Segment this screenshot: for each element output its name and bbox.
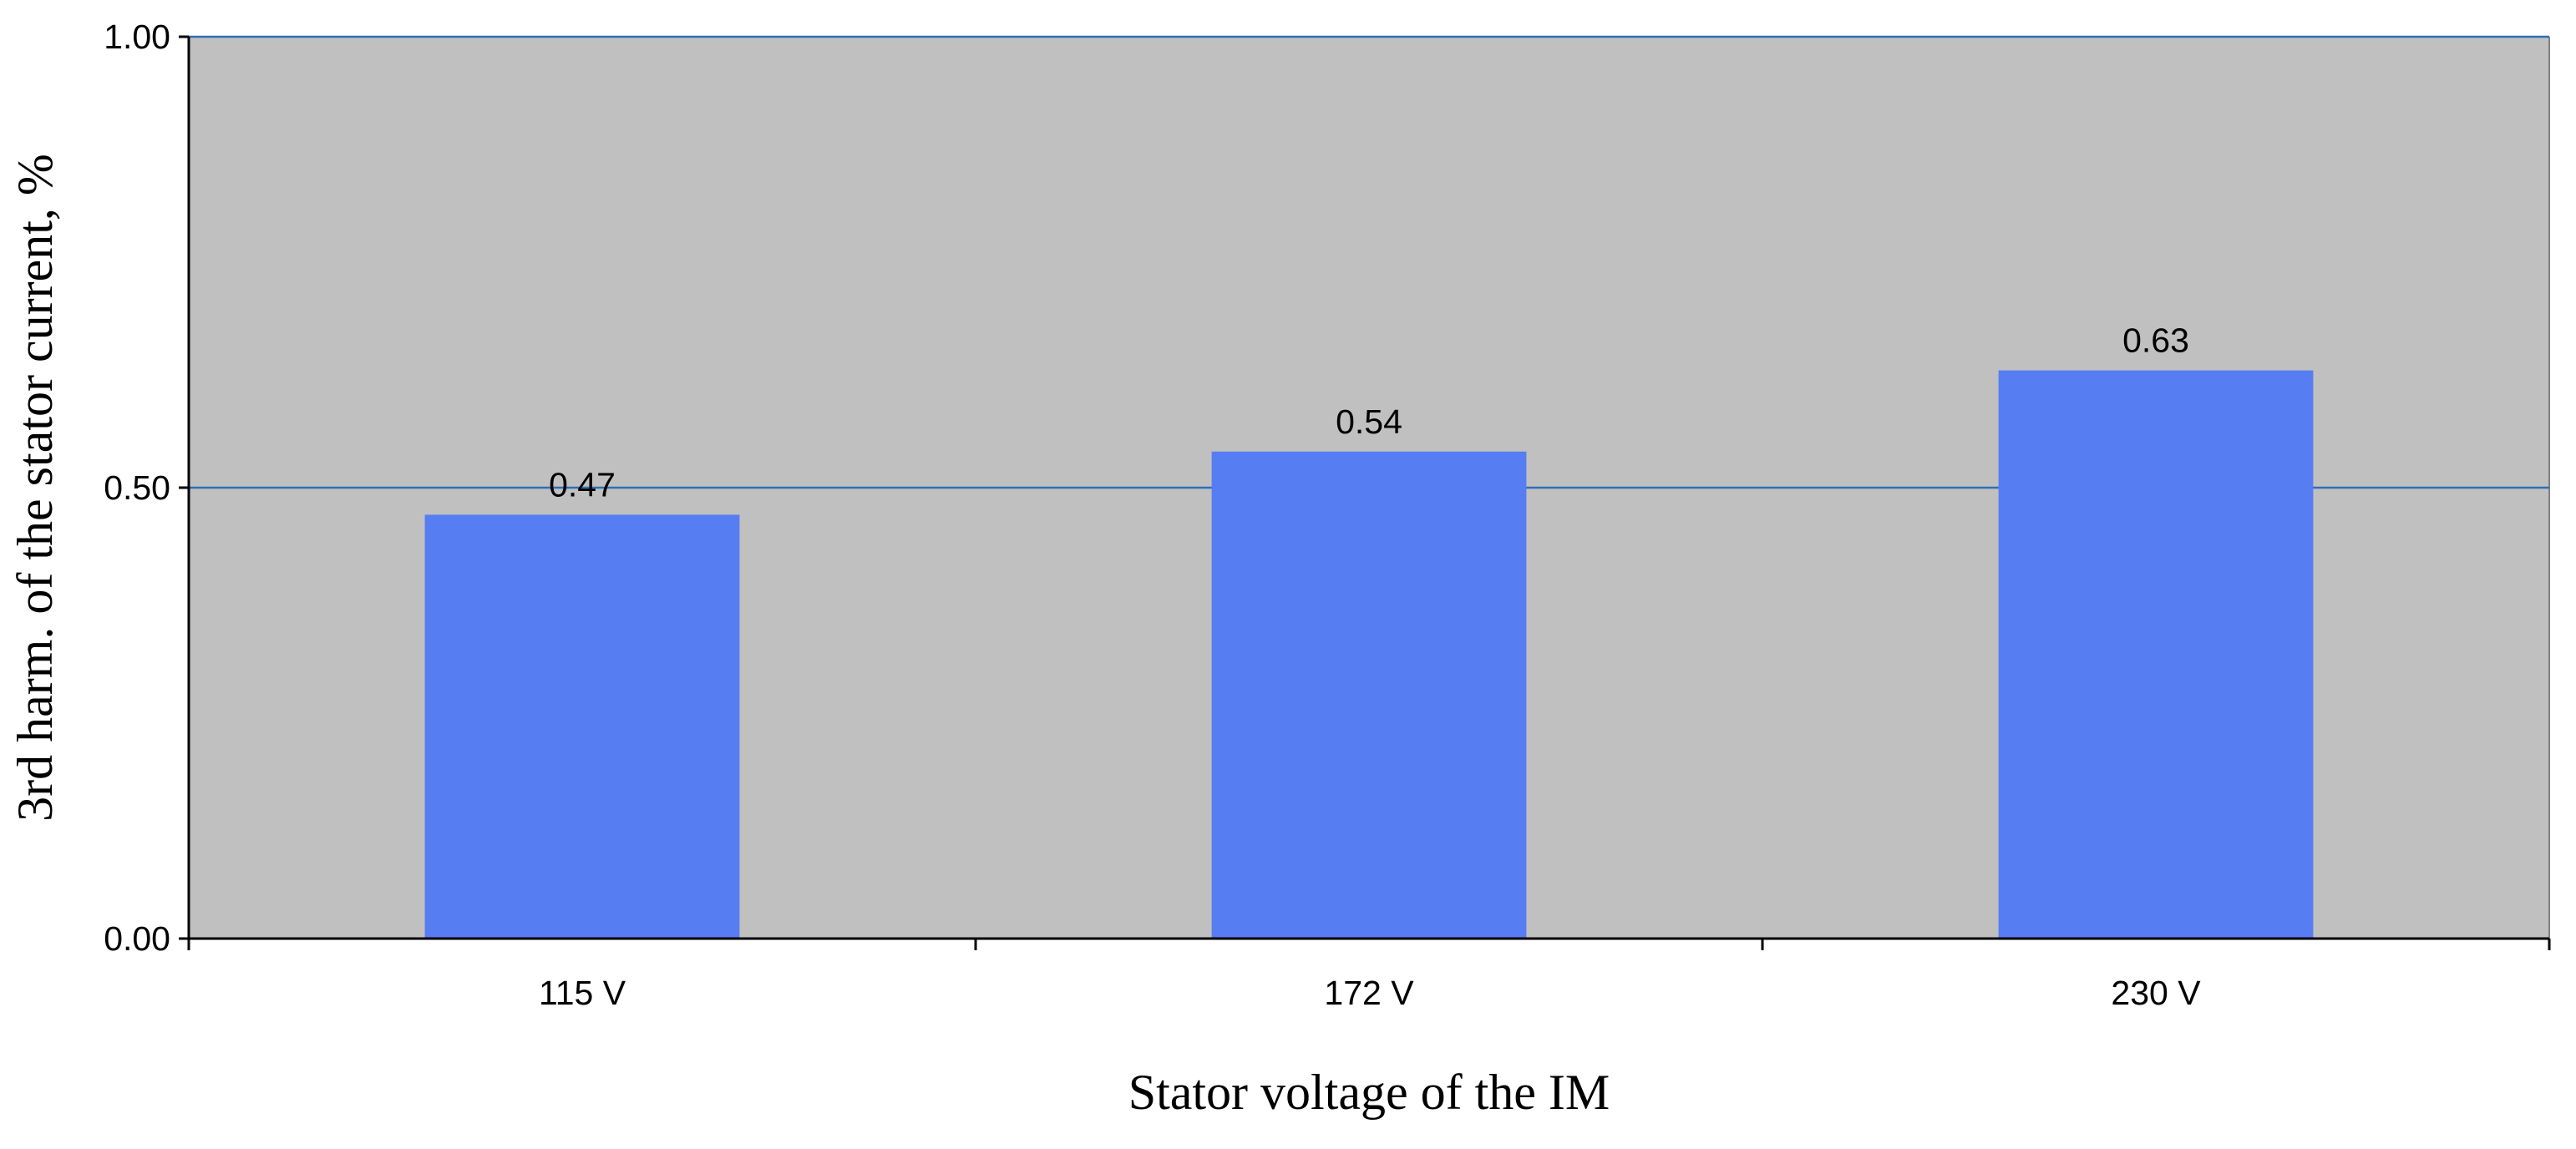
x-tick-label: 230 V [2111, 974, 2201, 1012]
bar [1211, 451, 1527, 939]
bar [1998, 370, 2314, 939]
y-axis-title: 3rd harm. of the stator current, % [8, 154, 63, 822]
y-tick-label: 0.50 [104, 468, 170, 507]
x-axis-title: Stator voltage of the IM [1128, 1065, 1610, 1120]
bars [424, 370, 2314, 939]
x-tick-label: 172 V [1324, 974, 1414, 1012]
data-label: 0.47 [549, 465, 616, 504]
x-tick-label: 115 V [539, 974, 626, 1012]
axes [179, 35, 2551, 950]
data-label: 0.63 [2122, 321, 2189, 360]
y-tick-label: 0.00 [104, 919, 170, 958]
y-tick-label: 1.00 [104, 18, 170, 56]
bar [424, 514, 740, 939]
labels: Stator voltage of the IM 3rd harm. of th… [8, 18, 2201, 1120]
data-label: 0.54 [1336, 402, 1402, 441]
